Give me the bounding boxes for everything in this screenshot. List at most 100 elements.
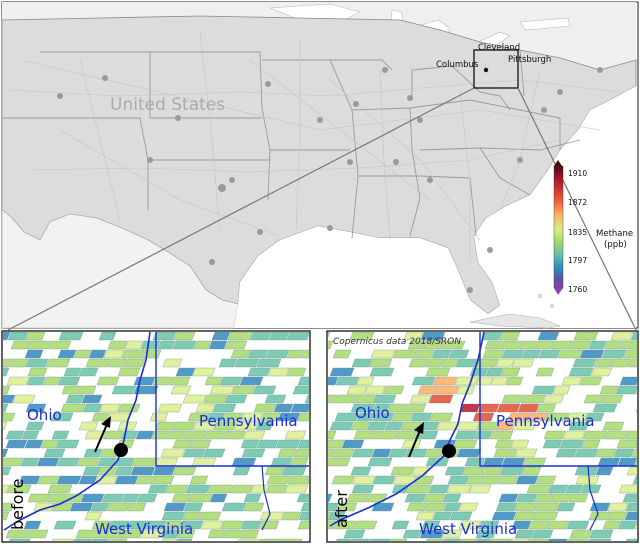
methane-pixel (152, 466, 176, 476)
methane-pixel (8, 358, 29, 368)
methane-pixel (538, 349, 561, 359)
methane-pixel (126, 520, 147, 530)
methane-pixel (107, 358, 128, 368)
methane-pixel (609, 358, 632, 368)
methane-pixel (501, 457, 526, 467)
colorbar-title: Methane (596, 229, 633, 239)
methane-pixel (631, 448, 637, 458)
methane-pixel (140, 340, 161, 350)
methane-pixel (304, 394, 309, 404)
methane-pixel (599, 385, 619, 395)
methane-pixel (534, 493, 553, 503)
methane-pixel (26, 340, 52, 350)
methane-pixel (349, 332, 375, 341)
methane-pixel (328, 394, 337, 404)
methane-pixel (634, 523, 637, 530)
methane-pixel (25, 421, 45, 431)
methane-pixel (260, 538, 281, 541)
methane-pixel (552, 385, 571, 395)
methane-pixel (601, 394, 624, 404)
methane-pixel (206, 412, 226, 422)
methane-pixel (328, 493, 333, 503)
methane-pixel (80, 493, 105, 503)
methane-pixel (387, 403, 407, 413)
methane-pixel (177, 529, 196, 539)
methane-pixel (26, 376, 46, 386)
methane-pixel (286, 367, 307, 377)
methane-pixel (208, 340, 228, 350)
methane-pixel (590, 367, 613, 377)
methane-pixel (533, 511, 559, 521)
methane-pixel (247, 349, 269, 359)
methane-pixel (568, 493, 589, 503)
methane-pixel (404, 448, 428, 458)
lake-ontario (519, 17, 571, 31)
methane-pixel (157, 403, 183, 413)
methane-pixel (153, 457, 179, 467)
methane-pixel (607, 502, 629, 512)
methane-pixel (443, 502, 462, 512)
colorbar-tick-1797: 1797 (568, 256, 587, 265)
methane-pixel (209, 493, 228, 503)
methane-pixel (177, 538, 193, 541)
methane-pixel (189, 475, 209, 485)
state-label-ohio-before: Ohio (27, 406, 62, 424)
methane-pixel (183, 502, 204, 512)
methane-pixel (43, 448, 66, 458)
methane-pixel (289, 457, 309, 467)
methane-pixel (297, 412, 309, 422)
methane-pixel (111, 385, 137, 395)
methane-pixel (351, 475, 376, 485)
methane-pixels-after (328, 332, 637, 541)
methane-pixel (3, 412, 16, 422)
methane-pixel (495, 421, 515, 431)
methane-pixel (77, 385, 97, 395)
methane-pixel (411, 376, 436, 386)
methane-pixel (372, 412, 395, 422)
methane-pixel (535, 502, 560, 512)
methane-pixel (3, 511, 10, 521)
methane-pixel (547, 484, 569, 494)
methane-pixel (287, 475, 309, 485)
methane-pixel (114, 475, 139, 485)
methane-pixel (464, 457, 486, 467)
methane-pixel (535, 475, 557, 485)
methane-pixel (353, 520, 378, 530)
methane-pixel (574, 466, 599, 476)
state-label-west-virginia-before: West Virginia (95, 520, 193, 538)
methane-pixel (182, 511, 202, 521)
methane-pixel (301, 349, 309, 359)
methane-pixel (407, 340, 426, 350)
methane-pixel (120, 430, 139, 440)
methane-pixel (7, 332, 29, 341)
methane-pixel (619, 340, 637, 350)
methane-pixel (333, 394, 355, 404)
methane-pixel (369, 358, 393, 368)
methane-pixel (333, 520, 357, 530)
methane-pixel (3, 484, 10, 494)
methane-pixel (371, 448, 392, 458)
methane-pixel (84, 511, 103, 521)
methane-pixel (328, 439, 345, 449)
methane-pixel (328, 511, 331, 518)
methane-pixel (24, 349, 44, 359)
methane-pixel (484, 340, 504, 350)
methane-pixel (106, 502, 131, 512)
wind-arrow-after (408, 427, 422, 458)
methane-pixel (566, 412, 588, 422)
methane-pixel (408, 358, 429, 368)
methane-pixel (328, 457, 351, 467)
methane-pixel (101, 493, 125, 503)
panel-after: Copernicus data 2018/SRON Ohio Pennsylva… (326, 330, 639, 543)
methane-pixel (542, 394, 565, 404)
methane-pixel (286, 332, 309, 341)
methane-pixel (442, 493, 462, 503)
methane-pixel (241, 448, 266, 458)
methane-pixel (91, 520, 111, 530)
methane-pixel (456, 448, 482, 458)
methane-pixel (57, 349, 77, 359)
methane-pixel (535, 367, 555, 377)
methane-pixel (415, 511, 436, 521)
methane-pixel (630, 332, 637, 341)
methane-pixel (6, 484, 32, 494)
